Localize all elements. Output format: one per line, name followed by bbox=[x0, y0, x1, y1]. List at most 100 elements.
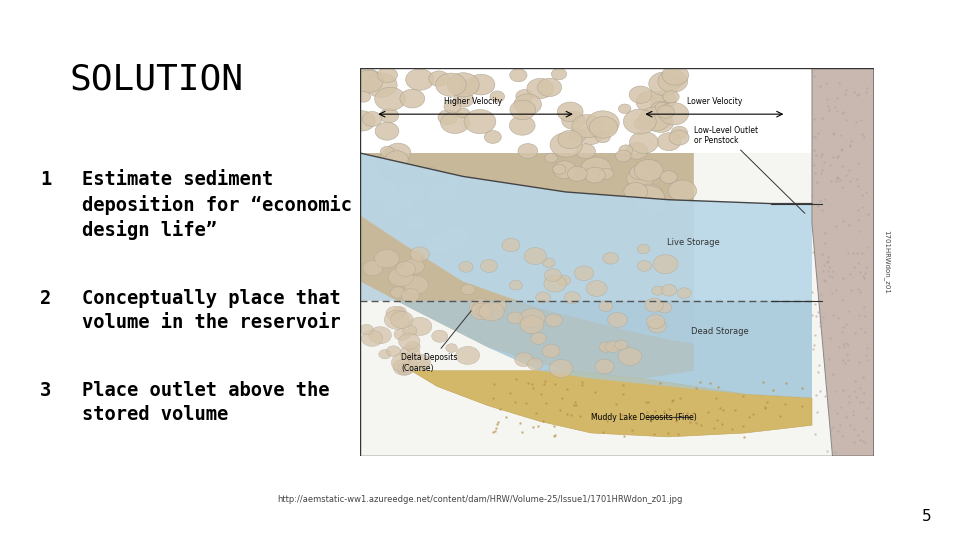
Circle shape bbox=[461, 284, 475, 295]
Circle shape bbox=[368, 179, 400, 203]
Circle shape bbox=[637, 193, 666, 215]
Text: 5: 5 bbox=[922, 509, 931, 524]
Circle shape bbox=[408, 249, 431, 267]
Circle shape bbox=[444, 233, 466, 249]
Circle shape bbox=[411, 251, 422, 260]
Circle shape bbox=[404, 275, 428, 294]
Circle shape bbox=[470, 303, 492, 320]
Circle shape bbox=[374, 249, 399, 268]
Circle shape bbox=[396, 261, 416, 276]
Circle shape bbox=[400, 89, 424, 108]
Circle shape bbox=[544, 269, 562, 281]
Circle shape bbox=[595, 359, 614, 374]
Circle shape bbox=[587, 281, 607, 296]
Text: Low-Level Outlet
or Penstock: Low-Level Outlet or Penstock bbox=[694, 126, 804, 213]
Circle shape bbox=[651, 102, 672, 117]
Circle shape bbox=[398, 333, 420, 349]
Circle shape bbox=[406, 69, 434, 90]
Circle shape bbox=[520, 316, 543, 334]
Circle shape bbox=[662, 65, 688, 85]
Circle shape bbox=[579, 126, 603, 145]
Text: 1: 1 bbox=[40, 170, 52, 189]
Circle shape bbox=[377, 256, 393, 268]
Circle shape bbox=[405, 341, 420, 353]
Circle shape bbox=[363, 261, 383, 276]
Polygon shape bbox=[812, 68, 874, 456]
Circle shape bbox=[626, 143, 648, 159]
Circle shape bbox=[393, 307, 406, 317]
Circle shape bbox=[510, 69, 527, 82]
Circle shape bbox=[648, 113, 674, 132]
Circle shape bbox=[581, 157, 612, 180]
Circle shape bbox=[409, 354, 430, 370]
Circle shape bbox=[510, 280, 522, 290]
Circle shape bbox=[472, 301, 492, 316]
Circle shape bbox=[553, 164, 565, 174]
Circle shape bbox=[615, 150, 631, 162]
Circle shape bbox=[519, 308, 545, 328]
Circle shape bbox=[374, 87, 405, 111]
Circle shape bbox=[650, 98, 668, 111]
Circle shape bbox=[652, 286, 664, 295]
Circle shape bbox=[426, 234, 454, 255]
Circle shape bbox=[490, 91, 505, 102]
Circle shape bbox=[551, 68, 566, 80]
Circle shape bbox=[404, 259, 424, 274]
Circle shape bbox=[567, 166, 588, 181]
Circle shape bbox=[459, 261, 473, 272]
Circle shape bbox=[360, 325, 373, 335]
Text: Delta Deposits
(Coarse): Delta Deposits (Coarse) bbox=[401, 310, 471, 373]
Circle shape bbox=[361, 330, 383, 347]
Circle shape bbox=[436, 73, 467, 96]
Circle shape bbox=[446, 176, 459, 186]
Circle shape bbox=[514, 94, 541, 114]
Circle shape bbox=[553, 161, 576, 179]
Circle shape bbox=[384, 310, 409, 329]
Circle shape bbox=[362, 112, 382, 126]
Circle shape bbox=[392, 353, 417, 372]
Circle shape bbox=[576, 144, 595, 159]
Circle shape bbox=[377, 68, 397, 83]
Polygon shape bbox=[360, 281, 812, 398]
Circle shape bbox=[669, 130, 689, 145]
Circle shape bbox=[444, 188, 459, 200]
Circle shape bbox=[658, 302, 672, 313]
Text: SOLUTION: SOLUTION bbox=[69, 62, 243, 96]
Circle shape bbox=[632, 186, 664, 211]
Circle shape bbox=[606, 341, 620, 353]
Text: Lower Velocity: Lower Velocity bbox=[686, 97, 742, 106]
Circle shape bbox=[655, 102, 668, 112]
Circle shape bbox=[572, 114, 603, 138]
Bar bbox=[360, 68, 812, 153]
Circle shape bbox=[515, 353, 533, 367]
Circle shape bbox=[542, 345, 560, 357]
Circle shape bbox=[645, 298, 663, 312]
Circle shape bbox=[380, 146, 395, 157]
Circle shape bbox=[387, 189, 415, 210]
Circle shape bbox=[558, 130, 582, 148]
Circle shape bbox=[678, 288, 691, 298]
Circle shape bbox=[360, 160, 376, 173]
Circle shape bbox=[398, 183, 425, 202]
Circle shape bbox=[397, 363, 413, 375]
Circle shape bbox=[615, 340, 628, 350]
Circle shape bbox=[394, 328, 410, 340]
Circle shape bbox=[544, 275, 566, 292]
Circle shape bbox=[383, 202, 396, 212]
Circle shape bbox=[372, 249, 390, 264]
Circle shape bbox=[637, 260, 652, 271]
Circle shape bbox=[507, 312, 523, 324]
Circle shape bbox=[660, 171, 677, 184]
Circle shape bbox=[629, 86, 652, 103]
Circle shape bbox=[542, 258, 555, 267]
Circle shape bbox=[456, 346, 480, 364]
Circle shape bbox=[564, 292, 580, 303]
Circle shape bbox=[432, 330, 447, 342]
Circle shape bbox=[386, 143, 411, 163]
Circle shape bbox=[516, 90, 534, 103]
Text: Place outlet above the
stored volume: Place outlet above the stored volume bbox=[82, 381, 329, 424]
Circle shape bbox=[386, 306, 404, 320]
Circle shape bbox=[469, 298, 491, 314]
Circle shape bbox=[393, 359, 415, 375]
Circle shape bbox=[637, 244, 650, 254]
